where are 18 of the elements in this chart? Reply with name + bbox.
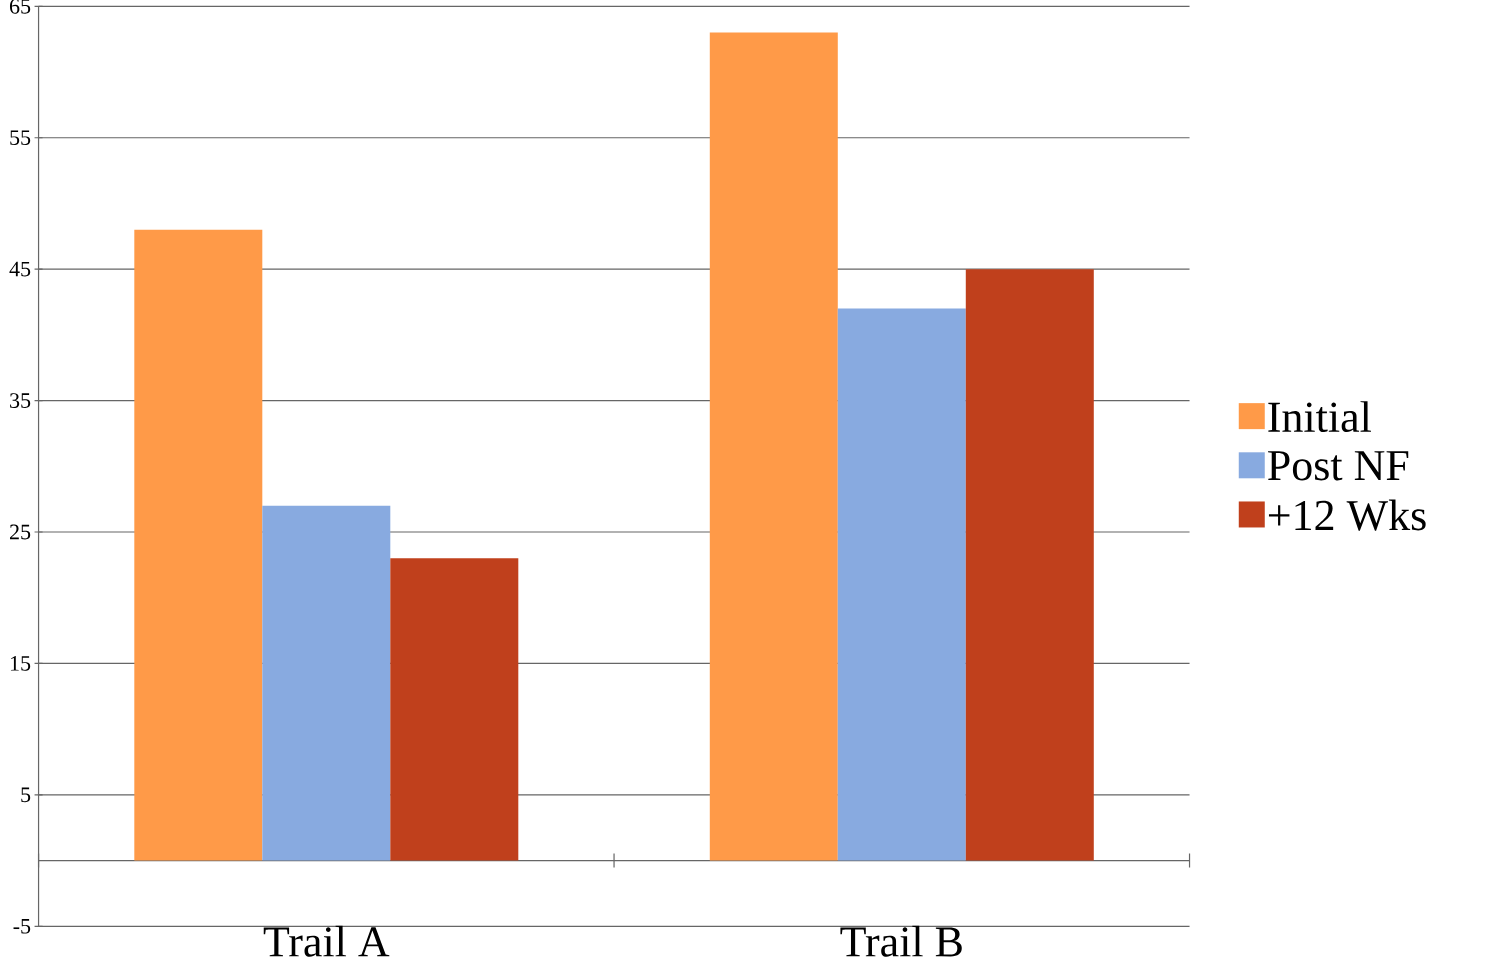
y-tick-label: 15	[10, 656, 31, 671]
bar	[709, 32, 838, 861]
legend-label: Post NF	[1268, 451, 1409, 481]
x-tick-label: Trail B	[840, 925, 962, 957]
bar	[134, 229, 263, 861]
bar	[965, 269, 1094, 861]
bar	[837, 308, 966, 861]
x-tick-label: Trail A	[263, 925, 390, 957]
y-tick-label: -5	[13, 918, 31, 934]
bar	[390, 558, 519, 861]
bar	[262, 505, 391, 861]
legend-label: Initial	[1268, 401, 1371, 433]
y-tick-label: 35	[10, 393, 31, 408]
y-tick-label: 45	[9, 261, 31, 277]
y-tick-label: 55	[10, 130, 31, 146]
y-tick-label: 25	[10, 524, 31, 540]
legend-label: +12 Wks	[1268, 499, 1426, 531]
y-tick-label: 5	[21, 787, 31, 803]
